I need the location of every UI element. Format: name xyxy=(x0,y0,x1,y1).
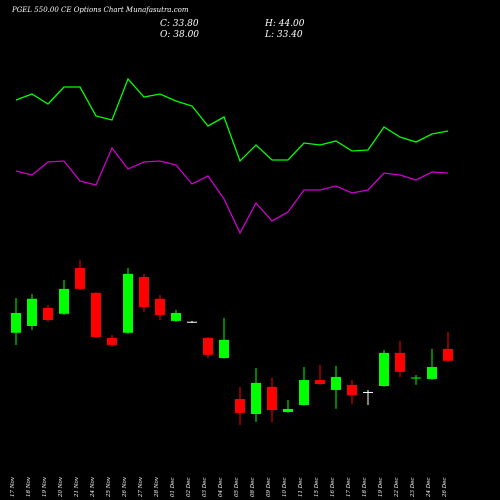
candle-body xyxy=(267,386,277,411)
x-tick-label: 03 Dec xyxy=(202,478,208,498)
candle-body xyxy=(315,380,325,385)
candle-body xyxy=(443,348,453,361)
candle-body xyxy=(235,399,245,413)
ohlc-open: O: 38.00 xyxy=(160,30,199,40)
x-tick-label: 26 Nov xyxy=(122,476,128,498)
x-tick-label: 16 Dec xyxy=(330,478,336,498)
x-tick-label: 23 Dec xyxy=(410,478,416,499)
x-tick-label: 08 Dec xyxy=(250,478,256,498)
candle-body xyxy=(203,337,213,355)
x-tick-label: 20 Nov xyxy=(58,476,64,498)
x-tick-label: 26 Dec xyxy=(442,478,448,499)
x-tick-label: 09 Dec xyxy=(266,478,272,498)
x-tick-label: 25 Nov xyxy=(106,476,112,498)
candle-body xyxy=(139,276,149,308)
candle-body xyxy=(43,307,53,321)
x-tick-label: 04 Dec xyxy=(218,478,224,498)
x-tick-label: 18 Dec xyxy=(362,478,368,498)
x-tick-label: 18 Nov xyxy=(26,476,32,497)
chart-title: PGEL 550.00 CE Options Chart Munafasutra… xyxy=(11,6,189,14)
x-tick-label: 24 Nov xyxy=(90,476,96,498)
x-tick-label: 21 Nov xyxy=(74,476,80,498)
x-tick-label: 17 Dec xyxy=(346,478,352,498)
x-tick-label: 10 Dec xyxy=(282,478,288,498)
candle-body xyxy=(347,384,357,396)
candle-body xyxy=(155,298,165,315)
candle-body xyxy=(219,339,229,358)
candle-body xyxy=(123,273,133,333)
x-tick-label: 19 Nov xyxy=(42,476,48,497)
candle-body xyxy=(107,337,117,345)
candle-body xyxy=(171,312,181,321)
candle-body xyxy=(283,408,293,413)
ohlc-high: H: 44.00 xyxy=(264,19,305,29)
candle-body xyxy=(251,382,261,415)
x-tick-label: 22 Dec xyxy=(394,478,400,499)
ohlc-close: C: 33.80 xyxy=(160,19,199,29)
candle-body xyxy=(331,376,341,390)
candle-body xyxy=(427,367,437,379)
candle-body xyxy=(379,352,389,387)
candle-body xyxy=(299,380,309,405)
x-tick-label: 02 Dec xyxy=(186,478,192,498)
x-tick-label: 05 Dec xyxy=(234,478,240,498)
candle-body xyxy=(11,312,21,333)
x-tick-label: 11 Dec xyxy=(298,478,304,498)
candle-body xyxy=(59,288,69,314)
candle-body xyxy=(395,352,405,372)
x-tick-label: 15 Dec xyxy=(314,478,320,498)
x-tick-label: 24 Dec xyxy=(426,478,432,499)
indicator-line xyxy=(15,77,449,163)
x-tick-label: 01 Dec xyxy=(170,478,176,498)
candle-body xyxy=(187,321,197,323)
candle-body xyxy=(411,377,421,379)
candle-body xyxy=(363,391,373,393)
x-tick-label: 28 Nov xyxy=(154,476,160,498)
candle-body xyxy=(91,292,101,338)
ohlc-low: L: 33.40 xyxy=(264,30,303,40)
indicator-line xyxy=(15,146,449,235)
x-tick-label: 19 Dec xyxy=(378,478,384,498)
candle-body xyxy=(75,267,85,289)
x-tick-label: 27 Nov xyxy=(138,476,144,498)
x-tick-label: 17 Nov xyxy=(10,476,16,497)
candle-body xyxy=(27,298,37,326)
